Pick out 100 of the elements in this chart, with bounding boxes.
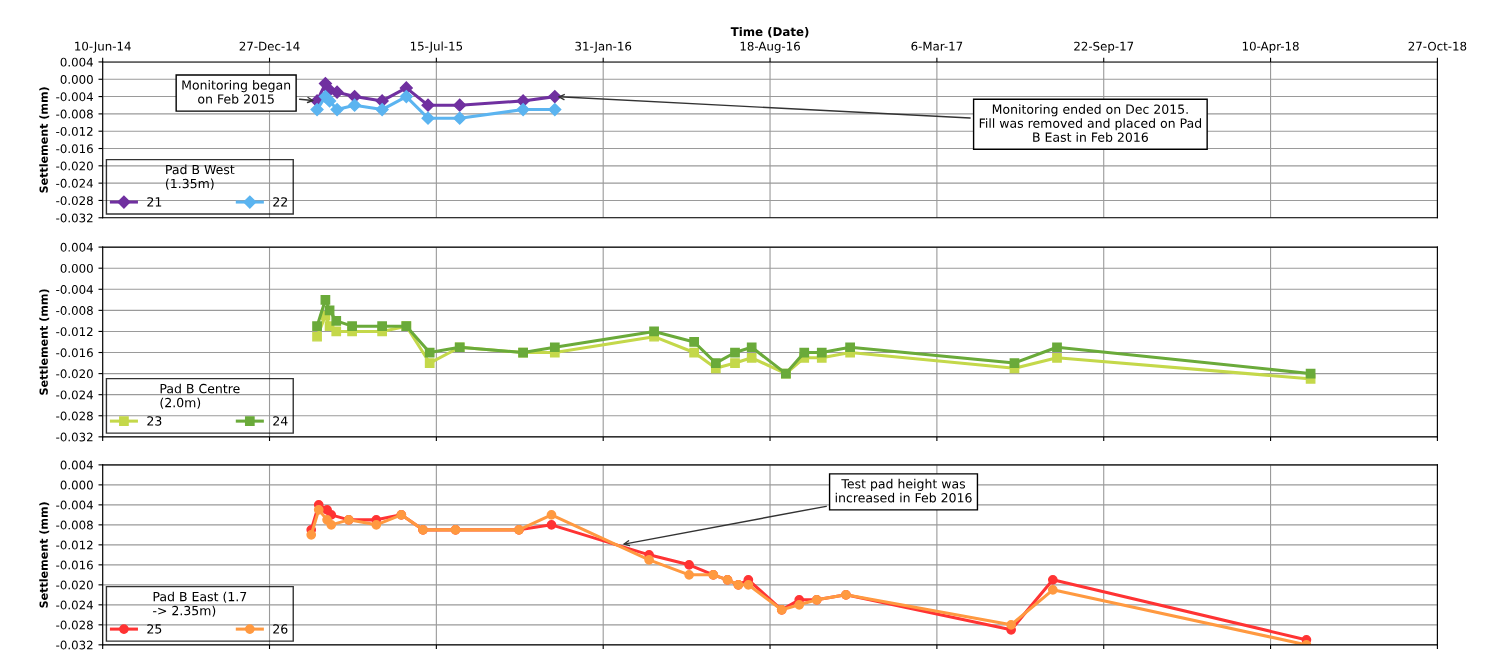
legend-title: Pad B West (1.35m)	[165, 164, 235, 190]
point	[313, 505, 324, 515]
y-tick-label: -0.028	[56, 620, 93, 630]
legend-label: 26	[273, 624, 288, 634]
point	[1047, 584, 1058, 595]
point	[549, 342, 560, 353]
y-tick-label: 0.004	[60, 242, 93, 252]
legend-label: 21	[147, 197, 162, 207]
y-tick-label: -0.008	[56, 306, 93, 316]
point	[1052, 342, 1062, 353]
y-tick-label: -0.012	[56, 126, 93, 136]
y-tick-label: -0.024	[56, 390, 93, 400]
point	[649, 326, 659, 337]
x-tick-label: 27-Oct-18	[1408, 41, 1467, 51]
y-tick-label: -0.016	[56, 144, 93, 154]
point	[730, 358, 740, 368]
point	[331, 326, 342, 337]
y-tick-label: -0.028	[56, 411, 93, 421]
point	[730, 347, 740, 358]
x-tick-label: 15-Jul-15	[410, 41, 463, 53]
point	[330, 102, 344, 117]
y-axis-title: Settlement (mm)	[39, 87, 50, 193]
y-tick-label: 0.000	[60, 263, 93, 273]
y-tick-label: -0.032	[56, 213, 93, 223]
point	[548, 102, 562, 117]
annotation: Test pad height was increased in Feb 2016	[835, 478, 972, 503]
point	[331, 316, 342, 326]
x-tick-label: 10-Jun-14	[75, 41, 131, 53]
y-tick-label: -0.012	[56, 327, 93, 337]
x-tick-label: 22-Sep-17	[1074, 41, 1134, 53]
legend-label: 25	[147, 624, 162, 634]
x-tick-label: 31-Jan-16	[575, 41, 632, 53]
point	[453, 111, 467, 125]
point	[324, 305, 335, 316]
y-axis-title: Settlement (mm)	[39, 502, 50, 608]
point	[312, 331, 322, 342]
point	[794, 599, 805, 610]
point	[421, 98, 435, 112]
y-tick-label: -0.012	[56, 540, 93, 550]
legend-label: 24	[273, 416, 288, 426]
y-tick-label: -0.028	[56, 196, 93, 206]
point	[306, 529, 317, 540]
y-tick-label: -0.020	[56, 161, 93, 171]
point	[330, 85, 344, 99]
point	[710, 358, 721, 368]
y-tick-label: 0.004	[60, 460, 93, 470]
y-tick-label: -0.024	[56, 178, 93, 188]
y-tick-label: 0.000	[60, 74, 93, 84]
point	[399, 89, 413, 104]
point	[377, 321, 387, 332]
point	[322, 94, 337, 108]
point	[348, 98, 362, 112]
point	[326, 519, 337, 530]
annotation: Monitoring began on Feb 2015	[182, 80, 291, 104]
point	[516, 102, 530, 117]
legend-title: Pad B East (1.7 -> 2.35m)	[153, 591, 247, 617]
point	[453, 98, 467, 112]
point	[546, 519, 557, 530]
y-tick-label: -0.004	[56, 500, 93, 510]
y-tick-label: 0.004	[60, 57, 93, 67]
point	[689, 347, 699, 358]
point	[689, 337, 699, 347]
y-tick-label: -0.020	[56, 580, 93, 590]
y-tick-label: -0.008	[56, 109, 93, 119]
point	[799, 347, 810, 358]
point	[424, 358, 435, 368]
annotation: Monitoring ended on Dec 2015. Fill was removed and placed on Pad B East in Feb 2016	[979, 104, 1202, 142]
y-tick-label: -0.004	[56, 92, 93, 102]
y-tick-label: -0.032	[56, 640, 93, 650]
point	[424, 347, 435, 358]
point	[746, 342, 757, 353]
point	[1009, 358, 1020, 368]
x-tick-label: 27-Dec-14	[239, 41, 300, 51]
point	[684, 569, 694, 580]
y-tick-label: -0.032	[56, 432, 93, 442]
y-axis-title: Settlement (mm)	[39, 289, 50, 395]
legend-label: 23	[147, 416, 162, 426]
x-tick-label: 18-Aug-16	[740, 41, 800, 53]
legend-title: Pad B Centre (2.0m)	[160, 383, 240, 409]
y-tick-label: -0.016	[56, 348, 93, 358]
x-tick-label: 6-Mar-17	[911, 41, 963, 51]
y-tick-label: -0.016	[56, 560, 93, 570]
point	[1006, 619, 1016, 630]
point	[1052, 352, 1062, 363]
point	[320, 294, 331, 305]
point	[347, 321, 357, 332]
point	[845, 342, 855, 353]
point	[816, 347, 827, 358]
y-tick-label: -0.020	[56, 369, 93, 379]
point	[644, 554, 654, 565]
point	[371, 519, 382, 530]
y-tick-label: 0.000	[60, 480, 93, 490]
point	[546, 510, 557, 520]
point	[310, 102, 324, 117]
x-axis-title: Time (Date)	[730, 26, 809, 38]
point	[684, 559, 694, 570]
point	[746, 352, 757, 363]
point	[421, 111, 435, 125]
point	[312, 321, 322, 332]
point	[1047, 574, 1058, 585]
